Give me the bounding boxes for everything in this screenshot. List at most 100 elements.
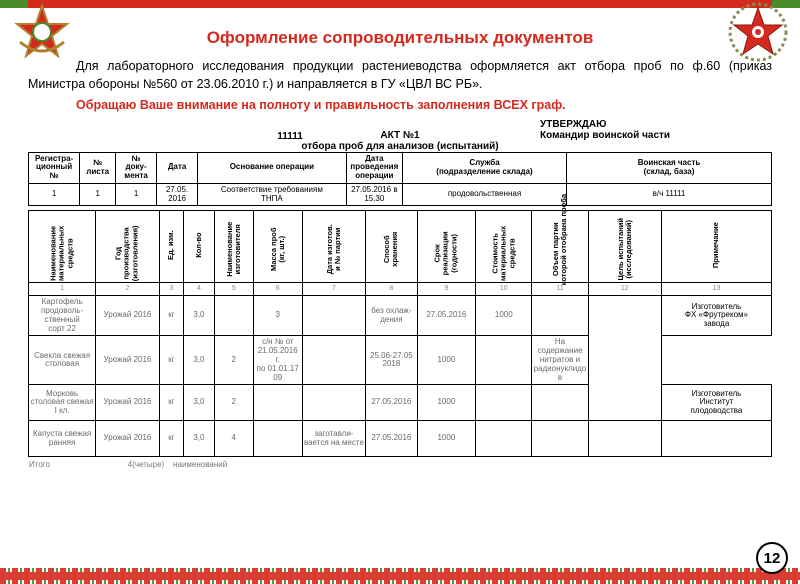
bottom-ornament: [0, 568, 800, 584]
table1-cell: 1: [29, 183, 80, 206]
table2-header: Наименованиематериальныхсредств: [29, 211, 96, 283]
table2-cell: 27.05.2016: [366, 385, 417, 421]
table1-header: Служба(подразделение склада): [403, 152, 567, 183]
table2-header: Дата изготов.и № партии: [302, 211, 366, 283]
footer-text: Итого 4(четыре) наименований: [28, 457, 772, 472]
table2-cell: 3,0: [184, 421, 215, 457]
table2-cell: 1000: [476, 296, 532, 336]
table1-header: №листа: [80, 152, 116, 183]
table2-header: Масса проб(кг, шт.): [253, 211, 302, 283]
table2-cell: [476, 336, 532, 385]
para2-caps: ВСЕХ: [494, 98, 528, 112]
table2-header: Наименованиеизготовителя: [214, 211, 253, 283]
table2-cell: [532, 385, 588, 421]
table2-cell: 3,0: [184, 385, 215, 421]
paragraph-2: Обращаю Ваше внимание на полноту и прави…: [28, 97, 772, 115]
table2-cell: [476, 421, 532, 457]
table2-cell: 2: [214, 336, 253, 385]
table2-colnum: 3: [159, 283, 183, 296]
table1-cell: продовольственная: [403, 183, 567, 206]
table1-header: №доку-мента: [116, 152, 157, 183]
table1-header: Регистра-ционный№: [29, 152, 80, 183]
table-1: Регистра-ционный№№листа№доку-ментаДатаОс…: [28, 152, 772, 207]
table2-cell: 3,0: [184, 336, 215, 385]
table2-cell: [302, 336, 366, 385]
table2-cell: 27.05.2016: [366, 421, 417, 457]
table2-cell: [476, 385, 532, 421]
table2-cell: [302, 385, 366, 421]
table1-cell: 27.05.2016: [157, 183, 198, 206]
table1-header: Основание операции: [198, 152, 347, 183]
table2-cell: 4: [214, 421, 253, 457]
table2-cell: Урожай 2016: [96, 336, 160, 385]
star-right-icon: [728, 2, 788, 62]
table2-cell: 27.05.2016: [417, 296, 476, 336]
table2-header: Кол-во: [184, 211, 215, 283]
table2-cell: кг: [159, 385, 183, 421]
para2-pre: Обращаю Ваше внимание на полноту и прави…: [76, 98, 494, 112]
table2-cell: [588, 421, 661, 457]
table2-cell: [214, 296, 253, 336]
table1-cell: 27.05.2016 в15.30: [346, 183, 402, 206]
akt-line2: отбора проб для анализов (испытаний): [0, 141, 800, 152]
top-stripe: [0, 0, 800, 8]
table2-cell: [661, 421, 771, 457]
table2-cell: Урожай 2016: [96, 421, 160, 457]
unit-number: 11111: [277, 119, 303, 142]
table2-cell: Урожай 2016: [96, 385, 160, 421]
table2-cell: ИзготовительФХ «Фрутреком»завода: [661, 296, 771, 336]
table2-cell: 2: [214, 385, 253, 421]
page-number-badge: 12: [756, 542, 788, 574]
approve-line1: УТВЕРЖДАЮ: [540, 119, 760, 130]
table2-cell: [253, 421, 302, 457]
table2-colnum: 4: [184, 283, 215, 296]
table1-cell: 1: [116, 183, 157, 206]
table2-colnum: 13: [661, 283, 771, 296]
table2-header: Цель испытаний(исследований): [588, 211, 661, 283]
table2-cell: Урожай 2016: [96, 296, 160, 336]
table1-cell: 1: [80, 183, 116, 206]
page-title: Оформление сопроводительных документов: [0, 28, 800, 48]
table2-header: Стоимостьматериальныхсредств: [476, 211, 532, 283]
table2-header: Срокреализации(годности): [417, 211, 476, 283]
table2-header: Ед. изм.: [159, 211, 183, 283]
table2-cell: 3: [253, 296, 302, 336]
table2-cell: 25.06-27.052018: [366, 336, 417, 385]
table2-cell: кг: [159, 336, 183, 385]
approve-line2: Командир воинской части: [540, 130, 760, 141]
table1-header: Дата: [157, 152, 198, 183]
para2-post: граф.: [528, 98, 566, 112]
table2-cell: заготавли-вается на месте: [302, 421, 366, 457]
table2-cell: с/н № от21.05.2016 г.по 01.01.17 09: [253, 336, 302, 385]
table2-header: Способхранения: [366, 211, 417, 283]
table-row: Картофельпродоволь-ственныйсорт 22Урожай…: [29, 296, 772, 336]
table2-cell: 1000: [417, 421, 476, 457]
table2-header: Объем партиикоторой отобрана проба: [532, 211, 588, 283]
table2-cell: без охлаж-дения: [366, 296, 417, 336]
table-row: Капуста свежаяранняяУрожай 2016кг3,04заг…: [29, 421, 772, 457]
table2-cell: Картофельпродоволь-ственныйсорт 22: [29, 296, 96, 336]
table2-cell: На содержаниенитратов ирадионуклидов: [532, 336, 588, 385]
table2-cell: [588, 296, 661, 421]
table-2-footer: Итого 4(четыре) наименований: [28, 457, 772, 472]
table2-cell: 1000: [417, 385, 476, 421]
table2-cell: Свекла свежаястоловая: [29, 336, 96, 385]
body-text: Для лабораторного исследования продукции…: [0, 48, 800, 115]
table2-header: Годпроизводства(изготовления): [96, 211, 160, 283]
table2-cell: Морковьстоловая свежаяI кл.: [29, 385, 96, 421]
table1-header: Датапроведенияоперации: [346, 152, 402, 183]
table-2: НаименованиематериальныхсредствГодпроизв…: [28, 210, 772, 457]
table2-cell: 1000: [417, 336, 476, 385]
table2-cell: кг: [159, 296, 183, 336]
table2-cell: 3,0: [184, 296, 215, 336]
table2-cell: [532, 421, 588, 457]
emblem-left-icon: [12, 2, 72, 62]
table2-cell: [532, 296, 588, 336]
paragraph-1: Для лабораторного исследования продукции…: [28, 58, 772, 93]
tables-container: Регистра-ционный№№листа№доку-ментаДатаОс…: [0, 152, 800, 473]
table2-cell: [253, 385, 302, 421]
table2-cell: ИзготовительИнститутплодоводства: [661, 385, 771, 421]
table2-header: Примечание: [661, 211, 771, 283]
table2-cell: кг: [159, 421, 183, 457]
table1-cell: в/ч 11111: [566, 183, 771, 206]
